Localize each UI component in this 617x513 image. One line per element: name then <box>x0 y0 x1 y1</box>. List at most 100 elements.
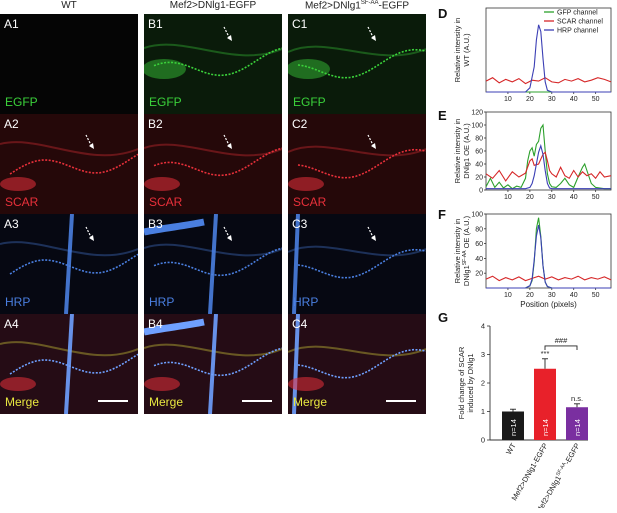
panel-label: C1 <box>292 17 308 31</box>
chart-d-svg: 10 20 30 40 50 Relative intensity inWT (A.U.)… <box>453 7 612 103</box>
significance-label: n.s. <box>571 394 583 403</box>
arrowhead-icon <box>227 235 232 241</box>
synaptic-bouton-strand <box>9 153 138 175</box>
scar-signal-blob <box>144 177 180 191</box>
axon-bundle <box>208 314 218 414</box>
n-label: n=14 <box>509 419 518 436</box>
micrograph-c1: C1 EGFP <box>288 14 426 114</box>
panel-label: A1 <box>4 17 19 31</box>
panel-label: B3 <box>148 217 163 231</box>
y-axis-label-line: DNlg1 <box>462 265 471 286</box>
x-tick-label: 10 <box>504 194 512 201</box>
panel-label: B2 <box>148 117 163 131</box>
scar-signal-blob <box>0 177 36 191</box>
series-line-hrp-channel <box>486 224 611 289</box>
channel-label: Merge <box>149 395 184 409</box>
axon-bundle <box>64 314 74 414</box>
axon-bundle <box>292 214 300 314</box>
y-axis-label: Relative intensity inWT (A.U.) <box>453 18 471 83</box>
muscle-fiber <box>288 145 426 157</box>
arrowhead-icon <box>227 143 232 149</box>
micrograph-b4: B4 Merge <box>144 314 282 414</box>
x-tick-label: 40 <box>570 96 578 103</box>
significance-label: *** <box>541 349 550 358</box>
category-label: WT <box>504 441 518 456</box>
plot-frame <box>485 213 612 289</box>
axon-bundle-thick <box>144 218 205 236</box>
chart-f: 10 20 30 40 50 20 40 60 80 100 Relative intensity … <box>448 206 617 317</box>
y-tick-label: 80 <box>475 136 483 143</box>
y-tick-label: 40 <box>475 162 483 169</box>
chart-e: 10 20 30 40 50 0 20 40 60 80 100 120 Relative intens… <box>448 106 617 211</box>
axon-bundle-thick <box>144 318 205 336</box>
channel-label: Merge <box>5 395 40 409</box>
n-label: n=14 <box>573 419 582 436</box>
channel-label: HRP <box>149 295 175 309</box>
panel-label: A3 <box>4 217 19 231</box>
scar-signal-blob <box>144 377 180 391</box>
chart-g: 0 1 2 3 4 Fold change of SCARinduced by DNlg1… <box>448 312 617 513</box>
micrograph-drawing <box>288 114 426 214</box>
column-header-dnlg1-sfaa: Mef2>DNlg1SF-AA-EGFP <box>288 0 426 11</box>
micrograph-a4: A4 Merge <box>0 314 138 414</box>
muscle-fiber <box>288 45 426 57</box>
channel-label: EGFP <box>5 95 38 109</box>
y-tick-label: 0 <box>479 188 483 195</box>
legend-entry: SCAR channel <box>557 19 603 26</box>
arrowhead-icon <box>371 35 376 41</box>
synaptic-bouton-strand <box>9 353 138 375</box>
figure-letter-g: G <box>438 310 449 325</box>
column-header-dnlg1: Mef2>DNlg1-EGFP <box>169 0 257 11</box>
bar <box>502 411 524 440</box>
y-tick-label: 2 <box>481 379 485 388</box>
bar <box>566 407 588 440</box>
header-text: Mef2>DNlg1 <box>304 0 361 12</box>
channel-label: Merge <box>293 395 328 409</box>
x-tick-label: 30 <box>548 292 556 299</box>
column-header-wt: WT <box>61 0 77 11</box>
y-axis-label-line: OE (A.U.) <box>462 215 471 250</box>
muscle-fiber <box>144 143 282 157</box>
scar-signal-blob <box>0 377 36 391</box>
muscle-fiber <box>144 43 282 57</box>
arrowhead-icon <box>371 143 376 149</box>
synaptic-bouton-strand <box>153 347 282 377</box>
muscle-fiber <box>144 343 282 357</box>
y-axis-label-line: Relative intensity in <box>453 119 462 184</box>
synaptic-bouton-strand <box>297 48 426 79</box>
channel-label: EGFP <box>293 95 326 109</box>
tissue-background <box>144 114 282 214</box>
figure-letter-d: D <box>438 6 448 21</box>
bracket-label: ### <box>555 336 568 345</box>
muscle-fiber <box>0 241 138 257</box>
scale-bar <box>386 400 416 402</box>
x-tick-label: 50 <box>592 96 600 103</box>
micrograph-drawing <box>0 314 138 414</box>
series-line-gfp-channel <box>485 123 611 190</box>
bar <box>534 368 556 440</box>
y-axis-label-superscript: SF-AA <box>462 250 468 265</box>
series-line-scar-channel <box>485 151 612 182</box>
tissue-background <box>288 14 426 114</box>
arrowhead-icon <box>227 35 232 41</box>
micrograph-drawing <box>144 214 282 314</box>
series-line-scar-channel <box>485 275 612 282</box>
muscle-fiber <box>144 243 282 257</box>
micrograph-c3: C3 HRP <box>288 214 426 314</box>
x-tick-label: 30 <box>548 96 556 103</box>
scale-bar <box>98 400 128 402</box>
scale-bar <box>242 400 272 402</box>
y-tick-label: 80 <box>475 226 483 233</box>
channel-label: SCAR <box>293 195 327 209</box>
tissue-background <box>288 214 426 314</box>
y-tick-label: 100 <box>471 123 483 130</box>
muscle-fiber <box>288 345 426 357</box>
x-tick-label: 10 <box>504 96 512 103</box>
egfp-signal-blob <box>288 59 330 79</box>
x-tick-label: 20 <box>526 96 534 103</box>
muscle-fiber <box>0 141 138 157</box>
x-tick-label: 50 <box>592 194 600 201</box>
y-axis-label-line: Relative intensity in <box>453 18 462 83</box>
